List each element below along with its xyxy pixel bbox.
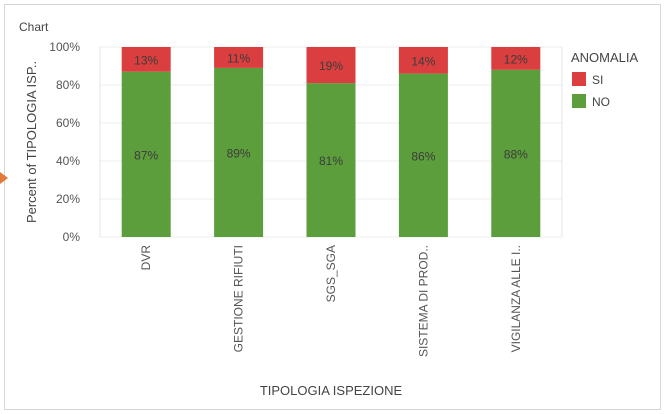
legend-swatch xyxy=(572,72,586,86)
data-label-si: 12% xyxy=(504,52,528,66)
data-label-no: 89% xyxy=(227,146,251,160)
y-tick-label: 40% xyxy=(56,154,80,168)
data-label-si: 19% xyxy=(319,59,343,73)
bar-segment-si[interactable] xyxy=(398,47,448,74)
bar-segment-no[interactable] xyxy=(214,67,264,238)
panel-title: Chart xyxy=(19,20,49,34)
bar-segment-si[interactable] xyxy=(121,47,171,72)
data-label-no: 86% xyxy=(411,149,435,163)
y-tick-label: 100% xyxy=(49,40,80,54)
bar-segment-no[interactable] xyxy=(491,69,541,237)
x-tick-label: SGS_SGA xyxy=(324,245,338,302)
x-tick-label: SISTEMA DI PROD.. xyxy=(416,245,430,357)
x-tick-label: VIGILANZA ALLE I.. xyxy=(509,245,523,352)
x-tick-label: GESTIONE RIFIUTI xyxy=(232,245,246,352)
bar-segment-si[interactable] xyxy=(306,47,356,84)
y-axis-title: Percent of TIPOLOGIA ISP.. xyxy=(24,61,39,223)
y-tick-label: 60% xyxy=(56,116,80,130)
legend-title: ANOMALIA xyxy=(571,50,639,65)
data-label-no: 81% xyxy=(319,154,343,168)
legend-label: NO xyxy=(592,95,610,109)
legend[interactable]: ANOMALIA SI NO xyxy=(571,50,639,109)
bar-segment-no[interactable] xyxy=(306,83,356,237)
x-tick-label: DVR xyxy=(139,245,153,271)
selection-marker-icon xyxy=(0,172,8,184)
x-axis-ticks: DVR GESTIONE RIFIUTI SGS_SGA SISTEMA DI PRO… xyxy=(139,245,523,357)
y-axis-ticks: 0% 20% 40% 60% 80% 100% xyxy=(49,40,80,244)
data-label-no: 88% xyxy=(504,147,528,161)
legend-label: SI xyxy=(592,73,603,87)
bar-segment-no[interactable] xyxy=(398,73,448,237)
bar-segment-si[interactable] xyxy=(491,47,541,70)
y-tick-label: 0% xyxy=(63,230,81,244)
y-tick-label: 80% xyxy=(56,78,80,92)
bars: 13% 87% 11% 89% 19% 81% 14% 86% 12% 88% xyxy=(121,47,541,238)
bar-segment-si[interactable] xyxy=(214,47,264,68)
y-tick-label: 20% xyxy=(56,192,80,206)
legend-swatch xyxy=(572,94,586,108)
data-label-si: 11% xyxy=(227,51,250,65)
data-label-si: 14% xyxy=(411,54,435,68)
data-label-si: 13% xyxy=(134,53,158,67)
data-label-no: 87% xyxy=(134,148,158,162)
bar-segment-no[interactable] xyxy=(121,71,171,237)
x-axis-title: TIPOLOGIA ISPEZIONE xyxy=(260,383,403,398)
